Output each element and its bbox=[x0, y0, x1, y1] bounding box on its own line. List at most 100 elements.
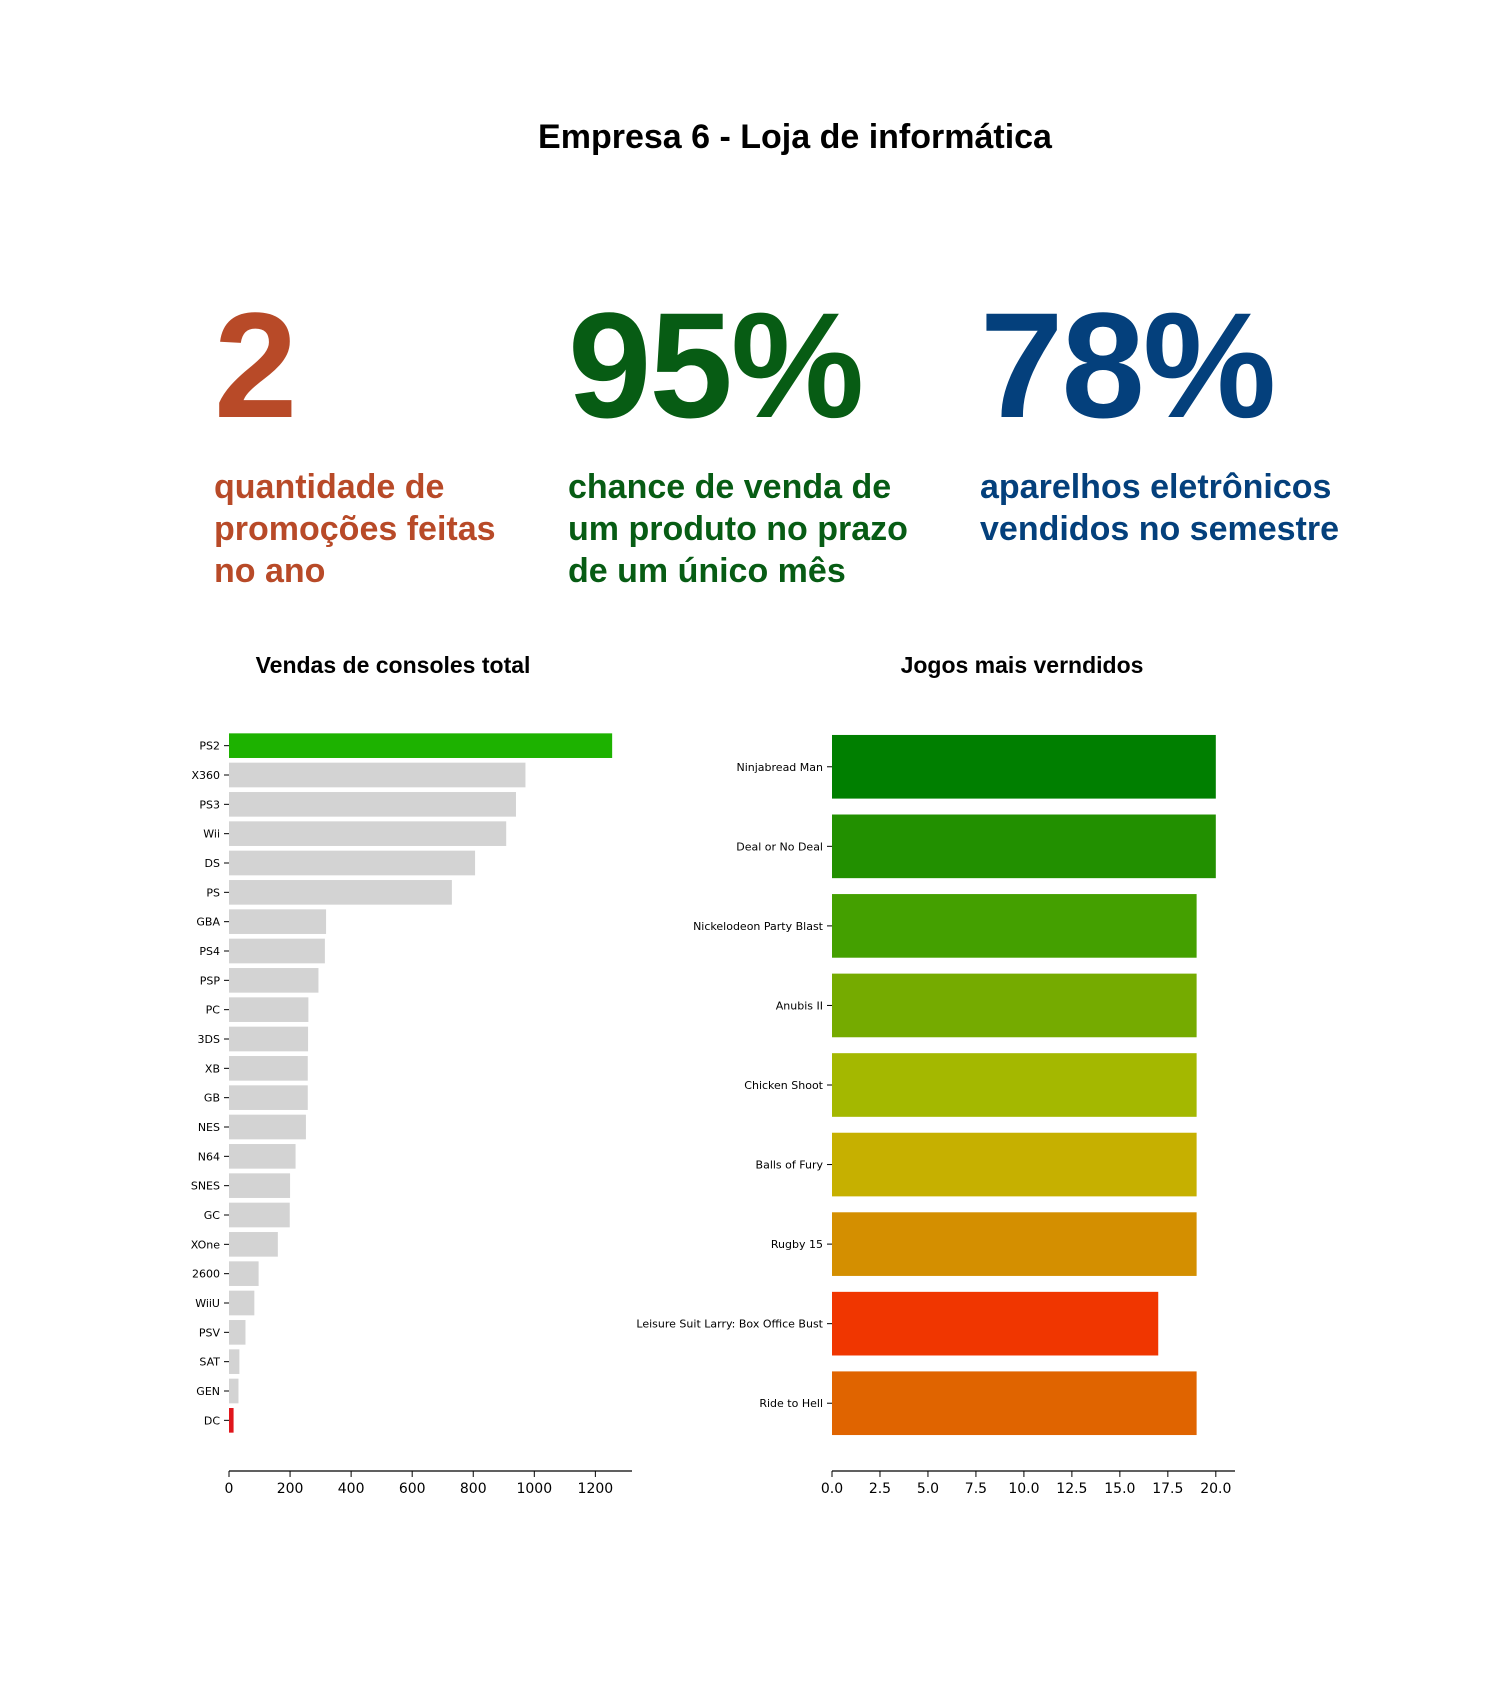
consoles-bar bbox=[229, 1026, 309, 1052]
consoles-bar bbox=[229, 821, 507, 846]
games-category-label: Anubis II bbox=[776, 999, 823, 1012]
consoles-category-label: GEN bbox=[196, 1385, 220, 1398]
consoles-category-label: PS3 bbox=[199, 798, 220, 811]
kpi-electronics-sold: 78% aparelhos eletrônicos vendidos no se… bbox=[980, 290, 1339, 550]
games-xtick-label: 20.0 bbox=[1200, 1481, 1231, 1497]
consoles-category-label: N64 bbox=[198, 1150, 220, 1163]
games-bar bbox=[832, 1212, 1197, 1276]
games-xtick-label: 10.0 bbox=[1008, 1481, 1039, 1497]
consoles-category-label: SAT bbox=[199, 1356, 220, 1369]
kpi-promotions-description: quantidade de promoções feitas no ano bbox=[214, 466, 496, 592]
games-category-label: Nickelodeon Party Blast bbox=[693, 920, 824, 933]
games-category-label: Balls of Fury bbox=[756, 1159, 824, 1172]
games-category-label: Ride to Hell bbox=[759, 1397, 823, 1410]
consoles-bar bbox=[229, 1290, 255, 1316]
consoles-bar bbox=[229, 792, 516, 817]
games-category-label: Leisure Suit Larry: Box Office Bust bbox=[636, 1318, 823, 1331]
consoles-category-label: SNES bbox=[191, 1180, 220, 1193]
consoles-bar bbox=[229, 997, 309, 1022]
kpi-electronics-sold-description: aparelhos eletrônicos vendidos no semest… bbox=[980, 466, 1339, 550]
consoles-xtick-label: 1200 bbox=[578, 1481, 614, 1497]
games-xtick-label: 2.5 bbox=[869, 1481, 891, 1497]
consoles-category-label: 2600 bbox=[192, 1268, 220, 1281]
games-xtick-label: 17.5 bbox=[1152, 1481, 1183, 1497]
consoles-bar bbox=[229, 968, 319, 993]
consoles-bar bbox=[229, 762, 526, 788]
consoles-category-label: PS2 bbox=[199, 740, 220, 753]
kpi-sale-chance-desc-line: de um único mês bbox=[568, 552, 846, 590]
kpi-promotions-desc-line: quantidade de bbox=[214, 468, 445, 506]
consoles-category-label: PSV bbox=[199, 1326, 221, 1339]
consoles-bar bbox=[229, 1320, 246, 1345]
games-bar bbox=[832, 973, 1197, 1038]
consoles-category-label: X360 bbox=[191, 769, 220, 782]
consoles-bar bbox=[229, 1408, 234, 1433]
games-category-label: Chicken Shoot bbox=[744, 1079, 823, 1092]
games-bar bbox=[832, 1291, 1159, 1356]
kpi-sale-chance-desc-line: chance de venda de bbox=[568, 468, 892, 506]
consoles-category-label: PS4 bbox=[199, 945, 220, 958]
consoles-bar bbox=[229, 850, 476, 876]
kpi-sale-chance: 95% chance de venda de um produto no pra… bbox=[568, 290, 908, 592]
consoles-category-label: PS bbox=[206, 886, 220, 899]
games-category-label: Deal or No Deal bbox=[736, 840, 823, 853]
consoles-xtick-label: 1000 bbox=[516, 1481, 552, 1497]
kpi-sale-chance-description: chance de venda de um produto no prazo d… bbox=[568, 466, 908, 592]
consoles-xtick-label: 600 bbox=[399, 1481, 426, 1497]
kpi-sale-chance-value: 95% bbox=[568, 281, 864, 449]
consoles-bar bbox=[229, 909, 327, 934]
games-xtick-label: 7.5 bbox=[965, 1481, 987, 1497]
games-chart-title: Jogos mais verndidos bbox=[900, 652, 1144, 678]
consoles-category-label: GB bbox=[204, 1092, 220, 1105]
consoles-xtick-label: 400 bbox=[338, 1481, 365, 1497]
kpi-promotions-desc-line: no ano bbox=[214, 552, 326, 590]
consoles-category-label: XOne bbox=[191, 1238, 220, 1251]
page-title: Empresa 6 - Loja de informática bbox=[538, 118, 1052, 156]
consoles-bar bbox=[229, 1144, 296, 1169]
consoles-xtick-label: 200 bbox=[277, 1481, 304, 1497]
kpi-promotions: 2 quantidade de promoções feitas no ano bbox=[214, 290, 496, 592]
games-bar bbox=[832, 1053, 1197, 1117]
consoles-xtick-label: 0 bbox=[225, 1481, 234, 1497]
consoles-category-label: XB bbox=[205, 1062, 220, 1075]
consoles-category-label: PC bbox=[206, 1004, 221, 1017]
consoles-bar bbox=[229, 733, 613, 758]
consoles-bar bbox=[229, 938, 325, 964]
consoles-bar bbox=[229, 1173, 291, 1198]
consoles-bar bbox=[229, 1056, 308, 1081]
consoles-category-label: PSP bbox=[200, 974, 221, 987]
kpi-electronics-sold-value: 78% bbox=[980, 281, 1276, 449]
consoles-bar bbox=[229, 1349, 240, 1374]
consoles-bar bbox=[229, 1232, 278, 1257]
consoles-bar bbox=[229, 1261, 259, 1286]
games-bar bbox=[832, 1371, 1197, 1436]
consoles-bar bbox=[229, 1085, 308, 1110]
games-xtick-label: 12.5 bbox=[1056, 1481, 1087, 1497]
games-bar bbox=[832, 894, 1197, 958]
consoles-bar bbox=[229, 1114, 306, 1140]
consoles-bar bbox=[229, 880, 452, 905]
consoles-category-label: GBA bbox=[196, 916, 220, 929]
games-category-label: Ninjabread Man bbox=[736, 761, 823, 774]
games-xtick-label: 15.0 bbox=[1104, 1481, 1135, 1497]
games-xtick-label: 0.0 bbox=[821, 1481, 843, 1497]
kpi-promotions-value: 2 bbox=[214, 281, 297, 449]
kpi-sale-chance-desc-line: um produto no prazo bbox=[568, 510, 908, 548]
games-bar bbox=[832, 734, 1216, 799]
consoles-category-label: Wii bbox=[203, 828, 220, 841]
consoles-category-label: WiiU bbox=[195, 1297, 220, 1310]
kpi-electronics-sold-desc-line: aparelhos eletrônicos bbox=[980, 468, 1332, 506]
games-bar bbox=[832, 1132, 1197, 1197]
consoles-category-label: NES bbox=[198, 1121, 220, 1134]
consoles-bar bbox=[229, 1202, 290, 1228]
consoles-category-label: GC bbox=[204, 1209, 221, 1222]
consoles-category-label: DS bbox=[205, 857, 220, 870]
consoles-category-label: DC bbox=[204, 1414, 220, 1427]
games-xtick-label: 5.0 bbox=[917, 1481, 939, 1497]
consoles-bar bbox=[229, 1378, 239, 1404]
kpi-electronics-sold-desc-line: vendidos no semestre bbox=[980, 510, 1340, 548]
games-bar bbox=[832, 814, 1216, 879]
consoles-xtick-label: 800 bbox=[460, 1481, 487, 1497]
kpi-promotions-desc-line: promoções feitas bbox=[214, 510, 496, 548]
